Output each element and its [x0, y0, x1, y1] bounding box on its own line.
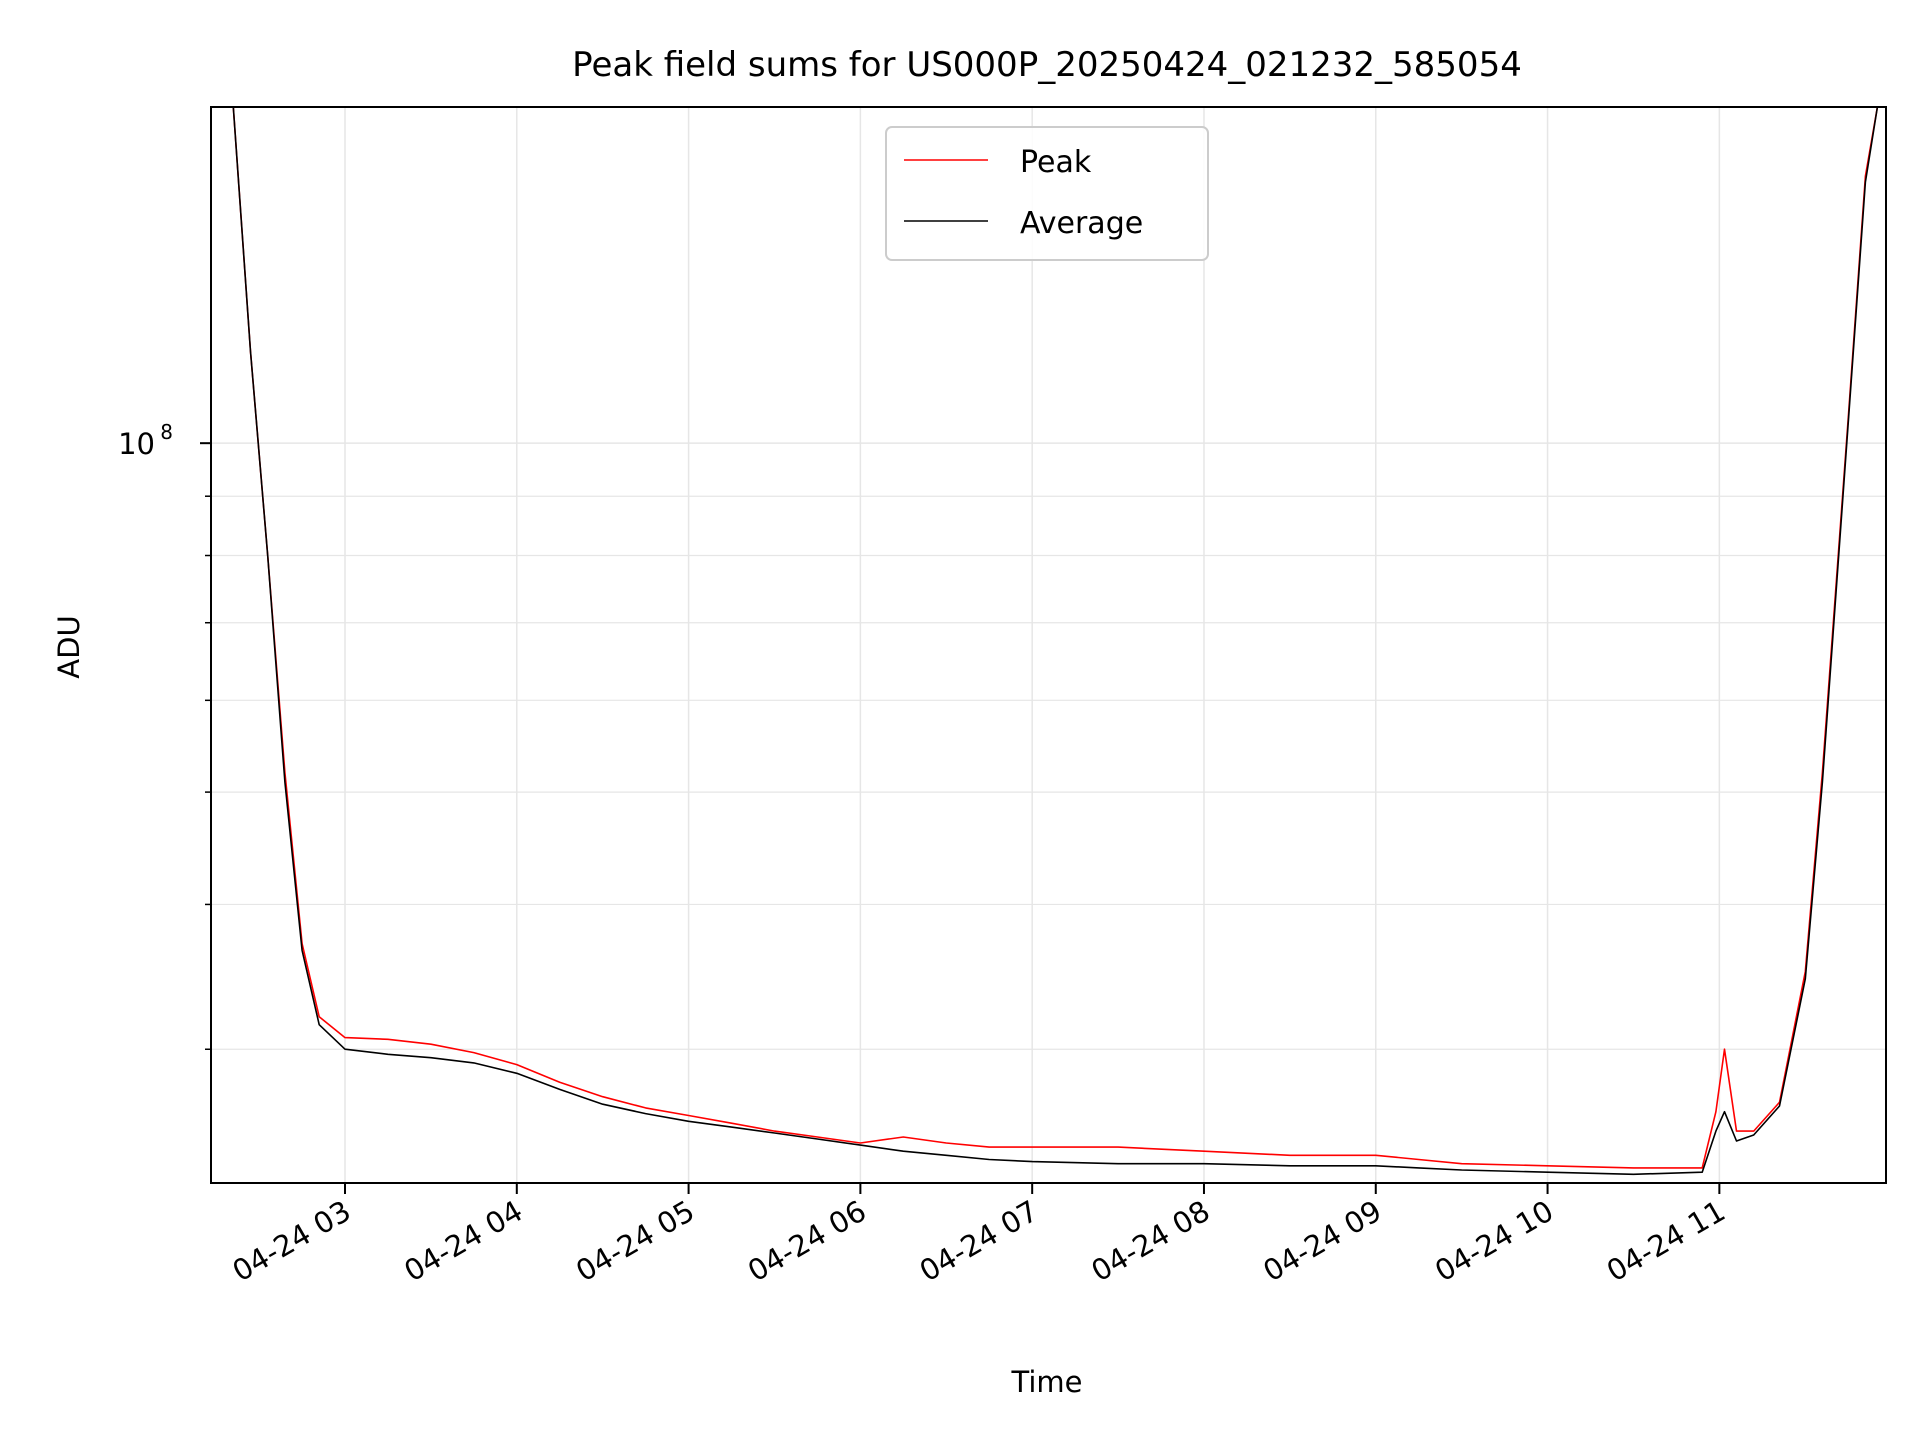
series-layer — [232, 106, 1879, 1176]
y-tick-label-exponent: 8 — [160, 420, 173, 444]
x-axis-label: Time — [1011, 1365, 1083, 1399]
plot-frame — [210, 106, 1887, 1184]
y-tick-label-base: 10 — [118, 427, 155, 461]
legend-label-peak: Peak — [1020, 145, 1092, 180]
series-line-peak — [232, 106, 1879, 1169]
chart-title: Peak field sums for US000P_20250424_0212… — [572, 45, 1522, 85]
legend: Peak Average — [885, 126, 1209, 261]
legend-label-average: Average — [1020, 206, 1143, 241]
grid-lines — [211, 107, 1886, 1183]
y-axis: 10 8 — [118, 420, 211, 1050]
y-axis-label: ADU — [52, 615, 86, 678]
series-line-average — [232, 106, 1879, 1176]
